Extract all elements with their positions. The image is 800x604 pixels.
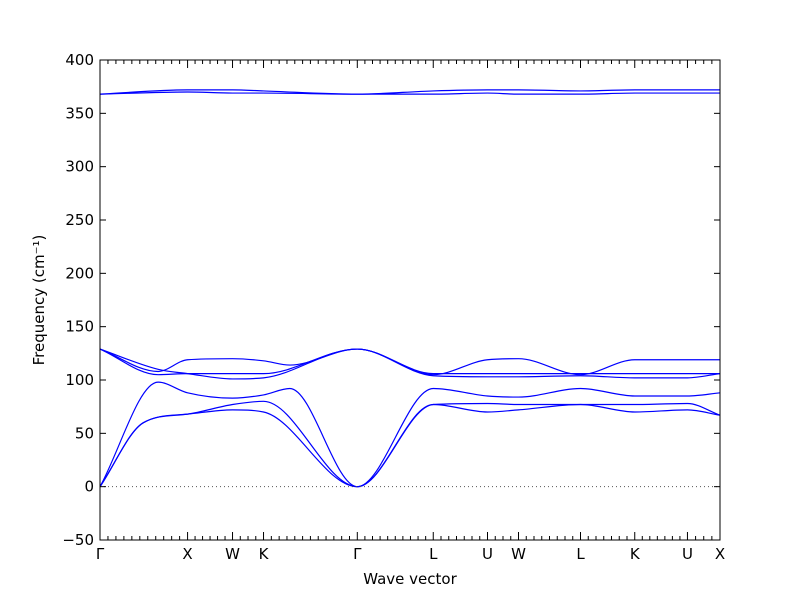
y-tick-label: 100 (65, 371, 94, 389)
x-tick-label: L (576, 545, 585, 563)
axis-ticks (99, 59, 721, 541)
x-tick-label: U (482, 545, 493, 563)
x-tick-label: L (429, 545, 438, 563)
y-tick-label: 350 (65, 104, 94, 122)
y-tick-label: 0 (84, 478, 94, 496)
x-tick-label: Γ (96, 545, 105, 563)
x-tick-label: U (682, 545, 693, 563)
plot-frame (99, 59, 721, 541)
x-tick-label: W (511, 545, 526, 563)
phonon-branch-4 (99, 348, 720, 376)
y-axis-label: Frequency (cm⁻¹) (30, 235, 48, 366)
x-tick-label: K (259, 545, 270, 563)
x-tick-label: W (225, 545, 240, 563)
phonon-branch-7 (99, 91, 720, 95)
x-tick-label: Γ (353, 545, 362, 563)
phonon-branch-3 (99, 381, 721, 488)
x-tick-label: X (182, 545, 192, 563)
phonon-branch-1 (99, 403, 721, 488)
y-tick-label: 50 (75, 424, 94, 442)
x-tick-label: X (715, 545, 725, 563)
phonon-branch-5 (99, 348, 721, 380)
y-tick-label: 400 (65, 51, 94, 69)
y-tick-label: 250 (65, 211, 94, 229)
x-tick-label: K (630, 545, 641, 563)
phonon-branch-2 (99, 400, 721, 488)
phonon-branch-8 (99, 89, 720, 95)
x-axis-label: Wave vector (363, 570, 457, 588)
y-tick-label: 150 (65, 318, 94, 336)
plot-lines (99, 89, 721, 488)
y-tick-label: −50 (62, 531, 94, 549)
y-tick-labels: −50 0 50 100 150 200 250 300 350 400 (62, 51, 94, 549)
phonon-branch-6 (99, 348, 720, 376)
y-tick-label: 300 (65, 158, 94, 176)
y-tick-label: 200 (65, 264, 94, 282)
